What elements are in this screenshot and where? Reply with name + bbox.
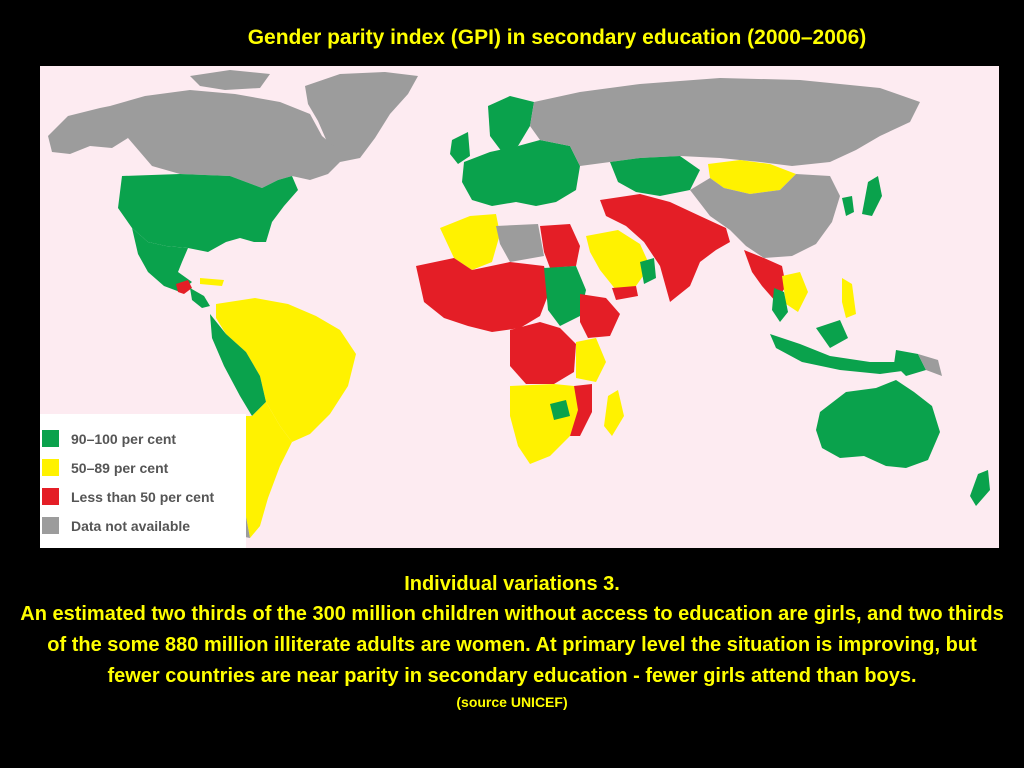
region-korea (842, 196, 854, 216)
region-alaska (48, 106, 128, 154)
region-indochina (782, 272, 808, 312)
region-usa (118, 174, 298, 252)
legend-item-50-89: 50–89 per cent (42, 453, 246, 482)
region-east-africa (576, 338, 606, 382)
region-andes (210, 314, 266, 416)
region-central-asia (610, 156, 700, 196)
legend-swatch-gray (42, 517, 59, 534)
region-russia (530, 78, 920, 166)
region-caribbean (200, 278, 224, 286)
region-southern-africa (510, 384, 580, 464)
region-borneo (816, 320, 848, 348)
legend-item-no-data: Data not available (42, 511, 246, 540)
region-west-africa (416, 258, 550, 332)
region-greenland (305, 72, 418, 162)
region-sudan (544, 266, 586, 326)
caption-source: (source UNICEF) (456, 694, 568, 710)
region-new-guinea (894, 350, 926, 376)
region-central-africa (510, 322, 576, 384)
legend-swatch-red (42, 488, 59, 505)
region-philippines (842, 278, 856, 318)
region-new-zealand (970, 470, 990, 506)
region-europe (462, 140, 580, 206)
region-zimbabwe (550, 400, 570, 420)
region-arabia (586, 230, 650, 290)
legend-swatch-green (42, 430, 59, 447)
legend-label: Less than 50 per cent (71, 488, 215, 505)
caption-heading: Individual variations 3. (404, 573, 620, 595)
region-horn (580, 294, 620, 338)
legend-item-less-than-50: Less than 50 per cent (42, 482, 246, 511)
region-mongolia (708, 160, 796, 194)
legend-label: 90–100 per cent (71, 430, 177, 447)
region-central-america-green (190, 288, 210, 308)
region-indonesia (770, 334, 910, 374)
region-canada (110, 90, 340, 188)
region-mozambique (570, 384, 592, 436)
region-yemen (612, 286, 638, 300)
region-north-africa-gray (496, 224, 544, 262)
region-scandinavia (488, 96, 534, 152)
world-map-svg (48, 70, 990, 538)
region-uk (450, 132, 470, 164)
map-legend: 90–100 per cent 50–89 per cent Less than… (40, 414, 246, 548)
region-madagascar (604, 390, 624, 436)
region-oman (640, 258, 656, 284)
region-brazil (216, 298, 356, 442)
region-china (690, 174, 840, 258)
legend-label: Data not available (71, 517, 191, 534)
legend-swatch-yellow (42, 459, 59, 476)
region-south-cone (240, 402, 292, 538)
caption-body: An estimated two thirds of the 300 milli… (20, 603, 1004, 687)
region-central-america-red (176, 280, 192, 294)
region-north-africa-yellow (440, 214, 500, 270)
slide-caption: Individual variations 3. An estimated tw… (0, 570, 1024, 712)
region-australia (816, 380, 940, 468)
region-thailand (772, 288, 788, 322)
world-map: 90–100 per cent 50–89 per cent Less than… (40, 66, 999, 548)
region-japan (862, 176, 882, 216)
region-arctic-islands (190, 70, 270, 90)
legend-item-90-100: 90–100 per cent (42, 424, 246, 453)
region-png (918, 354, 942, 376)
legend-label: 50–89 per cent (71, 459, 169, 476)
region-middle-east-red (600, 194, 730, 302)
region-egypt (540, 224, 580, 268)
region-mexico (132, 228, 192, 292)
slide-title: Gender parity index (GPI) in secondary e… (247, 26, 867, 49)
